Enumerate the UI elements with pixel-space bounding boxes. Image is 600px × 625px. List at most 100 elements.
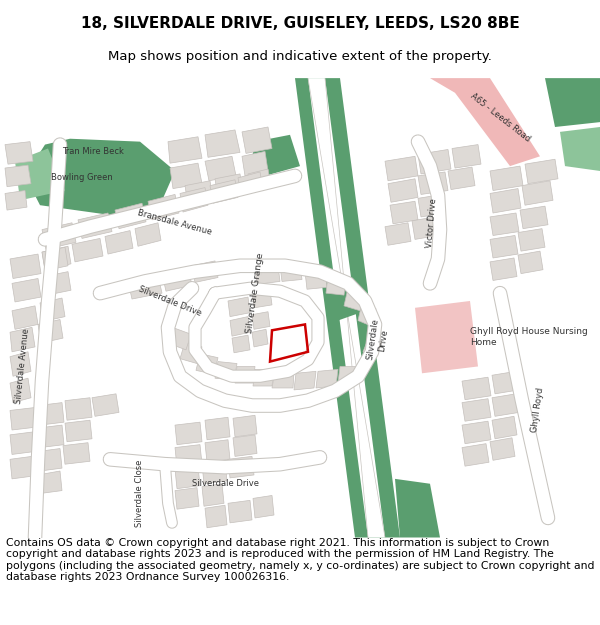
Polygon shape [520,206,548,229]
Polygon shape [205,130,240,158]
Polygon shape [418,194,445,217]
Polygon shape [10,378,31,402]
Polygon shape [72,238,103,262]
Polygon shape [38,449,62,471]
Polygon shape [38,402,64,425]
Polygon shape [233,416,257,437]
Text: Ghyll Royd House Nursing
Home: Ghyll Royd House Nursing Home [470,328,588,347]
Polygon shape [395,479,440,538]
Polygon shape [338,366,360,383]
Polygon shape [545,78,600,127]
Polygon shape [242,151,268,176]
Polygon shape [92,394,119,416]
Polygon shape [492,394,519,416]
Polygon shape [252,312,270,329]
Polygon shape [170,328,191,350]
Polygon shape [38,471,62,494]
Polygon shape [490,258,517,281]
Polygon shape [248,169,271,192]
Polygon shape [448,167,475,189]
Polygon shape [280,264,302,281]
Polygon shape [5,142,33,164]
Polygon shape [228,501,252,523]
Polygon shape [196,354,218,374]
Polygon shape [115,203,146,229]
Text: 18, SILVERDALE DRIVE, GUISELEY, LEEDS, LS20 8BE: 18, SILVERDALE DRIVE, GUISELEY, LEEDS, L… [80,16,520,31]
Polygon shape [363,334,382,359]
Polygon shape [232,335,250,352]
Polygon shape [128,276,162,299]
Polygon shape [294,371,316,390]
Polygon shape [42,248,68,271]
Polygon shape [330,279,360,321]
Polygon shape [5,191,27,210]
Polygon shape [492,371,519,394]
Polygon shape [65,420,92,442]
Polygon shape [230,317,250,336]
Polygon shape [202,461,227,484]
Text: Ghyll Royd: Ghyll Royd [530,388,545,434]
Polygon shape [38,319,63,343]
Polygon shape [272,371,294,388]
Polygon shape [358,303,376,326]
Polygon shape [175,444,202,467]
Polygon shape [430,78,540,166]
Text: Silverdale Drive: Silverdale Drive [137,284,203,318]
Polygon shape [462,378,491,400]
Polygon shape [255,266,280,284]
Polygon shape [525,159,558,184]
Polygon shape [490,189,521,213]
Text: Silverdale Close: Silverdale Close [136,460,145,528]
Polygon shape [518,251,543,274]
Polygon shape [490,213,519,236]
Polygon shape [175,488,199,509]
Polygon shape [326,276,346,295]
Polygon shape [162,268,192,291]
Polygon shape [518,229,545,251]
Polygon shape [385,156,418,181]
Polygon shape [316,369,338,388]
Polygon shape [295,78,400,538]
Text: A65 - Leeds Road: A65 - Leeds Road [469,91,532,143]
Polygon shape [238,172,263,196]
Polygon shape [12,279,41,302]
Polygon shape [215,362,237,380]
Polygon shape [233,435,257,456]
Polygon shape [388,179,418,202]
Polygon shape [235,366,255,383]
Polygon shape [390,201,418,224]
Polygon shape [15,149,65,200]
Polygon shape [12,306,38,329]
Polygon shape [170,163,202,189]
Polygon shape [205,505,227,528]
Polygon shape [42,222,76,249]
Text: Victor Drive: Victor Drive [425,198,439,248]
Polygon shape [10,432,35,454]
Polygon shape [65,398,92,420]
Polygon shape [10,456,34,479]
Polygon shape [105,231,133,254]
Polygon shape [180,188,208,212]
Polygon shape [10,328,35,352]
Polygon shape [228,297,250,317]
Text: Silverdale Drive: Silverdale Drive [191,479,259,488]
Text: Contains OS data © Crown copyright and database right 2021. This information is : Contains OS data © Crown copyright and d… [6,538,595,582]
Text: Bowling Green: Bowling Green [51,173,113,182]
Polygon shape [462,399,491,421]
Polygon shape [462,444,489,466]
Polygon shape [10,254,41,279]
Polygon shape [252,290,272,308]
Polygon shape [38,425,64,448]
Polygon shape [418,172,448,194]
Polygon shape [148,194,179,220]
Polygon shape [418,149,451,174]
Text: Silverdale Grange: Silverdale Grange [245,253,265,334]
Polygon shape [305,270,327,289]
Polygon shape [175,422,202,444]
Text: Bransdale Avenue: Bransdale Avenue [137,209,213,237]
Polygon shape [210,180,238,203]
Polygon shape [252,135,300,176]
Polygon shape [560,127,600,171]
Polygon shape [462,421,491,444]
Polygon shape [205,440,230,462]
